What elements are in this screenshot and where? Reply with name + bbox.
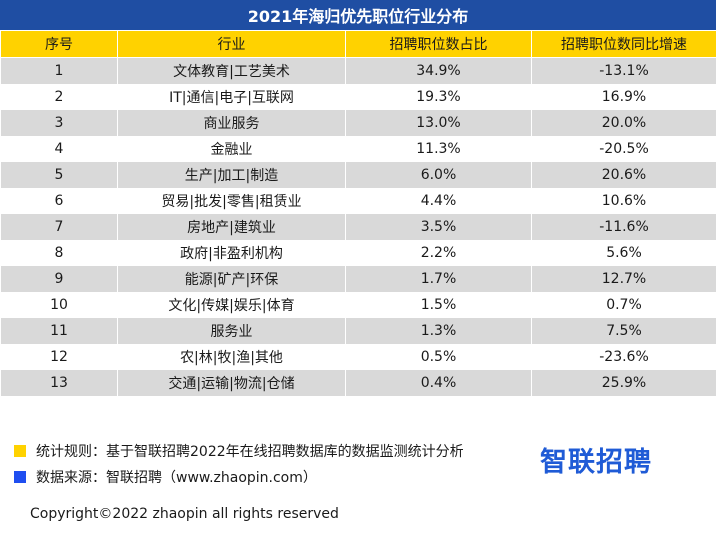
header-growth: 招聘职位数同比增速	[531, 30, 716, 58]
blue-square-icon	[14, 471, 26, 483]
cell-index: 7	[0, 214, 118, 240]
table-row: 2 IT|通信|电子|互联网 19.3% 16.9%	[0, 84, 716, 110]
cell-index: 4	[0, 136, 118, 162]
zhaopin-logo: 智联招聘	[540, 446, 652, 478]
cell-share: 4.4%	[345, 188, 532, 214]
cell-index: 1	[0, 57, 118, 84]
cell-share: 1.3%	[345, 318, 532, 344]
cell-share: 1.7%	[345, 266, 532, 292]
table-row: 10 文化|传媒|娱乐|体育 1.5% 0.7%	[0, 292, 716, 318]
table-row: 7 房地产|建筑业 3.5% -11.6%	[0, 214, 716, 240]
cell-growth: 5.6%	[531, 240, 716, 266]
table-row: 4 金融业 11.3% -20.5%	[0, 136, 716, 162]
note-rule: 统计规则：基于智联招聘2022年在线招聘数据库的数据监测统计分析	[14, 438, 464, 464]
cell-industry: 金融业	[117, 136, 346, 162]
cell-growth: 7.5%	[531, 318, 716, 344]
cell-industry: 农|林|牧|渔|其他	[117, 344, 346, 370]
table-header-row: 序号 行业 招聘职位数占比 招聘职位数同比增速	[0, 30, 716, 58]
table-body: 1 文体教育|工艺美术 34.9% -13.1% 2 IT|通信|电子|互联网 19.3% 1…	[0, 57, 716, 396]
cell-share: 0.4%	[345, 370, 532, 396]
cell-growth: 25.9%	[531, 370, 716, 396]
cell-growth: 20.0%	[531, 110, 716, 136]
cell-industry: 能源|矿产|环保	[117, 266, 346, 292]
cell-growth: -11.6%	[531, 214, 716, 240]
notes: 统计规则：基于智联招聘2022年在线招聘数据库的数据监测统计分析 数据来源：智联…	[14, 438, 464, 490]
table-row: 5 生产|加工|制造 6.0% 20.6%	[0, 162, 716, 188]
cell-index: 3	[0, 110, 118, 136]
cell-index: 8	[0, 240, 118, 266]
cell-growth: -23.6%	[531, 344, 716, 370]
cell-industry: IT|通信|电子|互联网	[117, 84, 346, 110]
header-industry: 行业	[117, 30, 346, 58]
cell-share: 1.5%	[345, 292, 532, 318]
cell-index: 12	[0, 344, 118, 370]
table-row: 3 商业服务 13.0% 20.0%	[0, 110, 716, 136]
table-row: 9 能源|矿产|环保 1.7% 12.7%	[0, 266, 716, 292]
cell-growth: 20.6%	[531, 162, 716, 188]
cell-industry: 生产|加工|制造	[117, 162, 346, 188]
cell-industry: 房地产|建筑业	[117, 214, 346, 240]
cell-share: 6.0%	[345, 162, 532, 188]
cell-index: 13	[0, 370, 118, 396]
cell-industry: 文化|传媒|娱乐|体育	[117, 292, 346, 318]
cell-share: 2.2%	[345, 240, 532, 266]
note-rule-text: 统计规则：基于智联招聘2022年在线招聘数据库的数据监测统计分析	[36, 444, 464, 460]
cell-industry: 商业服务	[117, 110, 346, 136]
note-source: 数据来源：智联招聘（www.zhaopin.com）	[14, 464, 464, 490]
cell-index: 6	[0, 188, 118, 214]
cell-growth: 10.6%	[531, 188, 716, 214]
cell-share: 11.3%	[345, 136, 532, 162]
cell-index: 10	[0, 292, 118, 318]
cell-index: 2	[0, 84, 118, 110]
cell-index: 11	[0, 318, 118, 344]
table-row: 1 文体教育|工艺美术 34.9% -13.1%	[0, 57, 716, 84]
cell-industry: 交通|运输|物流|仓储	[117, 370, 346, 396]
cell-share: 19.3%	[345, 84, 532, 110]
cell-share: 3.5%	[345, 214, 532, 240]
table-row: 6 贸易|批发|零售|租赁业 4.4% 10.6%	[0, 188, 716, 214]
table-row: 8 政府|非盈利机构 2.2% 5.6%	[0, 240, 716, 266]
cell-growth: 12.7%	[531, 266, 716, 292]
header-index: 序号	[0, 30, 118, 58]
industry-table: 序号 行业 招聘职位数占比 招聘职位数同比增速 1 文体教育|工艺美术 34.9% -…	[0, 30, 716, 396]
table-row: 11 服务业 1.3% 7.5%	[0, 318, 716, 344]
note-source-text: 数据来源：智联招聘（www.zhaopin.com）	[36, 470, 317, 486]
cell-growth: -20.5%	[531, 136, 716, 162]
cell-share: 13.0%	[345, 110, 532, 136]
cell-index: 9	[0, 266, 118, 292]
table-title: 2021年海归优先职位行业分布	[0, 0, 716, 30]
cell-share: 34.9%	[345, 57, 532, 84]
cell-industry: 服务业	[117, 318, 346, 344]
cell-index: 5	[0, 162, 118, 188]
cell-growth: 16.9%	[531, 84, 716, 110]
cell-industry: 文体教育|工艺美术	[117, 57, 346, 84]
cell-share: 0.5%	[345, 344, 532, 370]
cell-growth: 0.7%	[531, 292, 716, 318]
cell-industry: 政府|非盈利机构	[117, 240, 346, 266]
table-row: 13 交通|运输|物流|仓储 0.4% 25.9%	[0, 370, 716, 396]
cell-industry: 贸易|批发|零售|租赁业	[117, 188, 346, 214]
cell-growth: -13.1%	[531, 57, 716, 84]
header-share: 招聘职位数占比	[345, 30, 532, 58]
yellow-square-icon	[14, 445, 26, 457]
copyright: Copyright©2022 zhaopin all rights reserv…	[30, 506, 339, 522]
table-row: 12 农|林|牧|渔|其他 0.5% -23.6%	[0, 344, 716, 370]
